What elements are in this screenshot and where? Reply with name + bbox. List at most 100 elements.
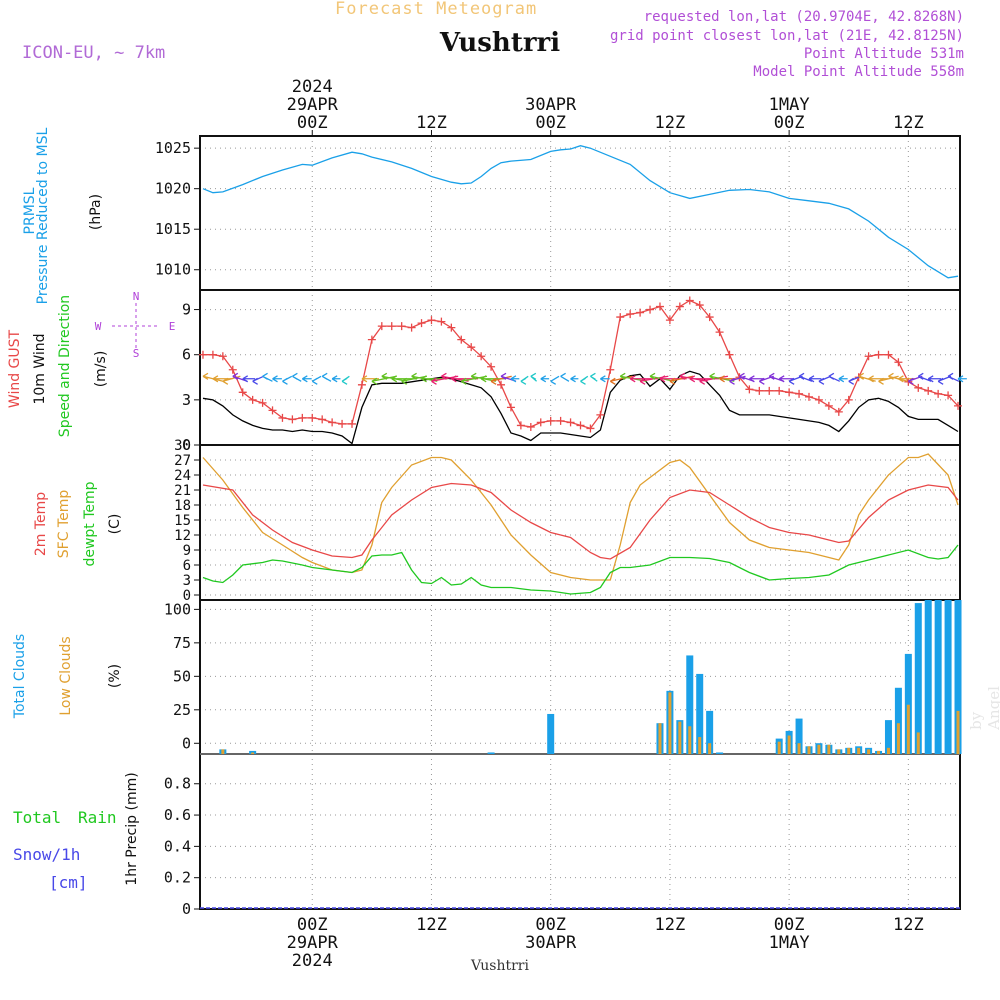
gust-marker [447, 323, 456, 332]
wind-y-tick-label: 3 [182, 391, 191, 409]
gust-marker [288, 415, 297, 424]
temp-y-tick-label: 12 [174, 528, 191, 544]
gust-marker [804, 392, 813, 401]
low-cloud-bar [896, 723, 900, 754]
gust-marker [844, 395, 853, 404]
wind-arrow [282, 375, 293, 385]
pressure-y-tick-label: 1015 [155, 220, 191, 238]
gust-marker [516, 421, 525, 430]
temp-y-tick-label: 15 [174, 513, 191, 529]
pressure-frame [199, 135, 961, 291]
gust-marker [338, 419, 347, 428]
wind-arrow [490, 375, 512, 385]
wind-arrow [242, 375, 256, 383]
low-cloud-bar [827, 744, 831, 754]
gust-marker [954, 401, 963, 410]
total-cloud-bar [894, 687, 902, 754]
low-cloud-bar [837, 749, 841, 754]
temp-y-tick-label: 18 [174, 498, 191, 514]
temp-y-tick-label: 24 [174, 468, 191, 484]
temp-frame [199, 444, 961, 601]
gust-marker [427, 316, 436, 325]
wind-arrow [530, 372, 538, 382]
wind-arrow [272, 375, 282, 383]
gust-marker [556, 416, 565, 425]
gust-marker [357, 380, 366, 389]
wind-arrow [808, 375, 822, 383]
low-cloud-bar [668, 692, 672, 754]
wind-arrow [778, 375, 794, 383]
top-time-label: 00Z [535, 113, 566, 133]
wind-y-tick-label: 6 [182, 346, 191, 364]
gust-marker [367, 335, 376, 344]
pressure-y-tick-label: 1020 [155, 180, 191, 198]
top-time-label: 12Z [893, 113, 924, 133]
gust-marker [377, 322, 386, 331]
gust-marker [298, 413, 307, 422]
wind-arrow [311, 375, 322, 385]
gust-marker [785, 388, 794, 397]
gust-marker [328, 418, 337, 427]
requested-coords: requested lon,lat (20.9704E, 42.8268N) [643, 9, 964, 25]
bottom-time-label: 12Z [655, 915, 686, 935]
low-cloud-bar [817, 744, 821, 754]
low-cloud-bar [906, 704, 910, 754]
gust-marker [437, 317, 446, 326]
gust-marker [765, 386, 774, 395]
gust-marker [606, 365, 615, 374]
temp-y-tick-label: 9 [183, 543, 191, 559]
low-cloud-bar [221, 749, 225, 754]
gust-marker [705, 313, 714, 322]
wind-arrow [570, 375, 579, 383]
gust-marker [685, 296, 694, 305]
wind-arrow [341, 375, 350, 385]
low-cloud-bar [698, 737, 702, 754]
wind-arrow [878, 375, 899, 385]
gust-marker [566, 418, 575, 427]
bottom-time-label: 12Z [893, 915, 924, 935]
gust-marker [834, 407, 843, 416]
gust-marker [467, 343, 476, 352]
wind-arrow [371, 375, 397, 385]
total-cloud-bar [954, 600, 962, 754]
gust-marker [497, 380, 506, 389]
top-date-label: 30APR [525, 95, 577, 115]
compass-west: W [95, 320, 102, 333]
bottom-date-label: 29APR [287, 933, 339, 953]
gust-marker [457, 335, 466, 344]
gust-marker [775, 386, 784, 395]
low-cloud-bar [688, 726, 692, 754]
wind-arrow [550, 375, 560, 385]
gust-marker [884, 350, 893, 359]
precip-rain-label: Rain [78, 808, 117, 827]
gust-marker [636, 308, 645, 317]
wind-arrow [222, 375, 241, 385]
low-cloud-bar [877, 750, 881, 754]
low-cloud-bar [807, 746, 811, 754]
gust-marker [218, 352, 227, 361]
gust-marker [268, 406, 277, 415]
temp-y-tick-label: 30 [174, 438, 191, 454]
wind-y-tick-label: 0 [182, 436, 191, 454]
total-cloud-bar [487, 752, 495, 754]
top-time-label: 12Z [416, 113, 447, 133]
wind-arrow [401, 375, 427, 385]
total-cloud-bar [706, 710, 714, 754]
gust-marker [536, 418, 545, 427]
wind-gust-line [203, 299, 959, 430]
gust-marker [715, 328, 724, 337]
gust-marker [914, 383, 923, 392]
wind-arrow [957, 375, 967, 383]
gust-marker [864, 352, 873, 361]
wind-arrow [888, 372, 908, 382]
temp-y-tick-label: 21 [174, 483, 191, 499]
total-cloud-bar [696, 673, 704, 754]
clouds-y-tick-label: 100 [164, 600, 191, 618]
low-cloud-bar [886, 747, 890, 754]
gust-marker [248, 395, 257, 404]
gust-marker [646, 305, 655, 314]
wind-arrow [321, 372, 332, 382]
gust-marker [506, 403, 515, 412]
total-cloud-bar [686, 655, 694, 754]
